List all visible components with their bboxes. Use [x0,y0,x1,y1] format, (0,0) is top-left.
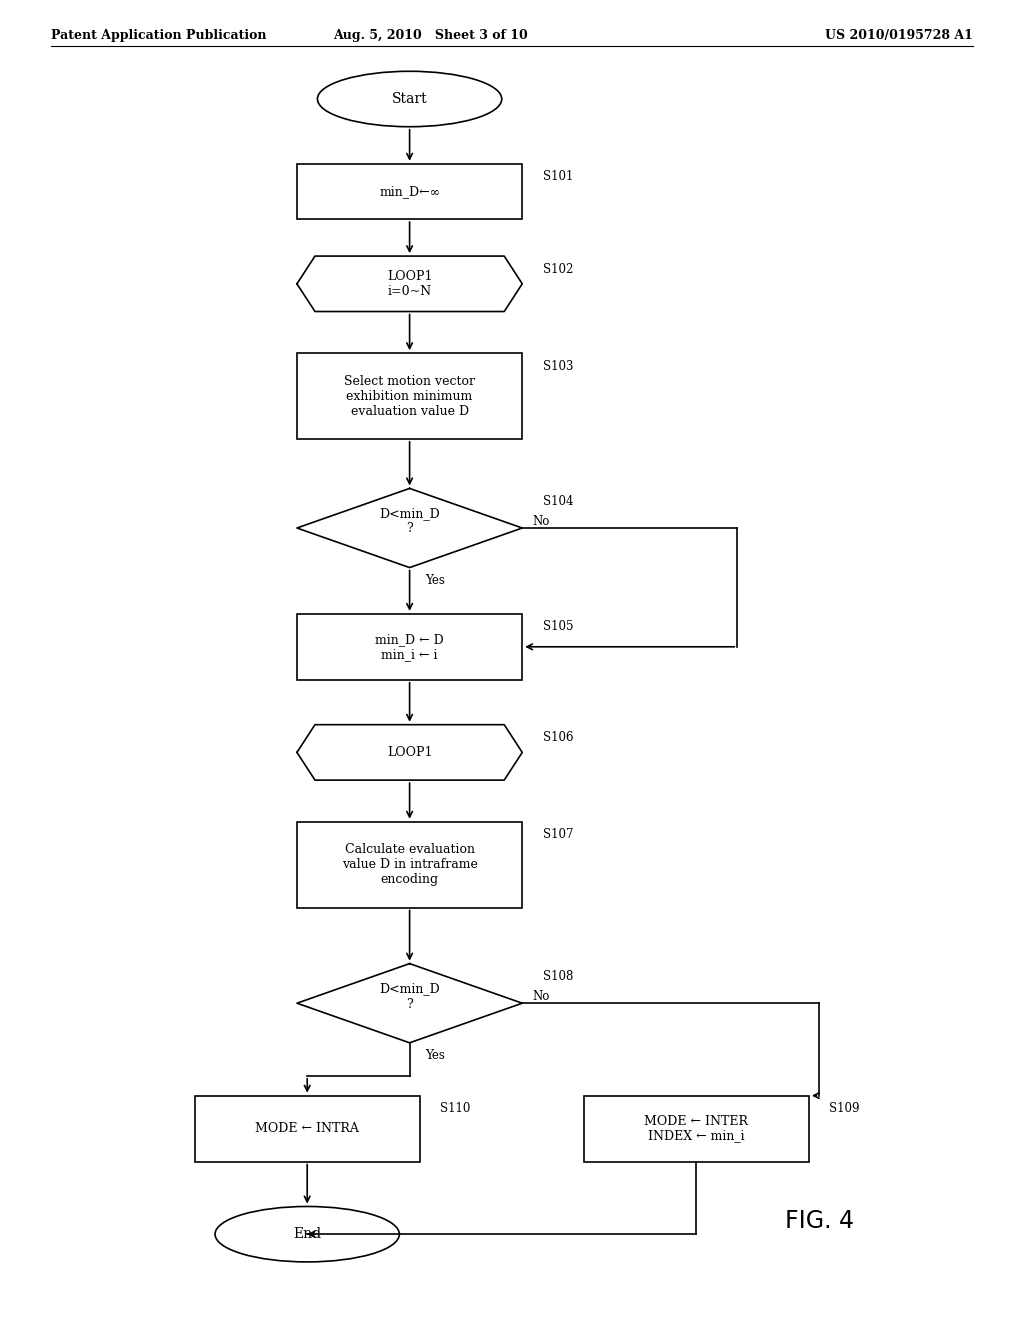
Text: Yes: Yes [425,1049,444,1063]
Text: min_D ← D
min_i ← i: min_D ← D min_i ← i [375,632,444,661]
Text: MODE ← INTER
INDEX ← min_i: MODE ← INTER INDEX ← min_i [644,1114,749,1143]
Text: S101: S101 [543,170,573,183]
Text: D<min_D
?: D<min_D ? [379,507,440,536]
Text: Yes: Yes [425,574,444,587]
Text: S103: S103 [543,360,573,372]
Text: S104: S104 [543,495,573,508]
Text: LOOP1
i=0~N: LOOP1 i=0~N [387,269,432,298]
Text: No: No [532,990,550,1003]
Text: US 2010/0195728 A1: US 2010/0195728 A1 [825,29,973,42]
Text: min_D←∞: min_D←∞ [379,185,440,198]
Text: Calculate evaluation
value D in intraframe
encoding: Calculate evaluation value D in intrafra… [342,843,477,886]
Text: MODE ← INTRA: MODE ← INTRA [255,1122,359,1135]
Text: S106: S106 [543,731,573,744]
Text: D<min_D
?: D<min_D ? [379,982,440,1011]
Text: S105: S105 [543,620,573,634]
Text: Select motion vector
exhibition minimum
evaluation value D: Select motion vector exhibition minimum … [344,375,475,417]
Text: Aug. 5, 2010   Sheet 3 of 10: Aug. 5, 2010 Sheet 3 of 10 [333,29,527,42]
Text: LOOP1: LOOP1 [387,746,432,759]
Text: S107: S107 [543,829,573,841]
Text: FIG. 4: FIG. 4 [784,1209,854,1233]
Text: S102: S102 [543,263,573,276]
Text: S110: S110 [440,1102,471,1115]
Text: End: End [293,1228,322,1241]
Text: S109: S109 [829,1102,860,1115]
Text: S108: S108 [543,970,573,983]
Text: Patent Application Publication: Patent Application Publication [51,29,266,42]
Text: Start: Start [392,92,427,106]
Text: No: No [532,515,550,528]
